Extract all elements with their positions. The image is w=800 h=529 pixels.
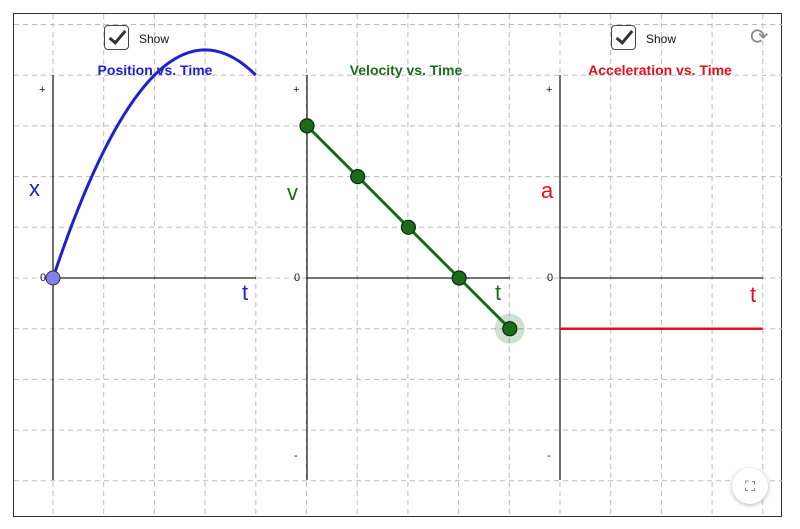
velocity-point[interactable]: [299, 118, 315, 134]
show-acceleration-checkbox[interactable]: [611, 25, 636, 50]
plus-tick: +: [546, 84, 553, 96]
velocity-point[interactable]: [350, 169, 366, 185]
position-title: Position vs. Time: [97, 62, 213, 78]
x-axis-label: x: [29, 176, 40, 201]
fullscreen-icon[interactable]: ⛶: [732, 468, 768, 504]
reset-icon[interactable]: ⟳: [750, 24, 769, 49]
position-curve: [51, 48, 257, 279]
applet-frame: [13, 13, 782, 517]
velocity-point[interactable]: [451, 270, 467, 286]
t-axis-label: t: [750, 282, 757, 307]
velocity-point[interactable]: [502, 321, 518, 337]
a-axis-label: a: [541, 178, 554, 203]
zero-tick: 0: [547, 272, 554, 284]
v-axis-label: v: [287, 180, 298, 205]
minus-tick: -: [294, 450, 298, 462]
plus-tick: +: [293, 84, 300, 96]
acceleration-title: Acceleration vs. Time: [588, 62, 732, 78]
t-axis-label: t: [242, 280, 249, 305]
show-label: Show: [646, 32, 677, 46]
zero-tick: 0: [294, 272, 301, 284]
plus-tick: +: [39, 84, 46, 96]
velocity-point[interactable]: [400, 219, 416, 235]
t-axis-label: t: [495, 280, 502, 305]
show-label: Show: [139, 32, 170, 46]
zero-tick: 0: [40, 272, 47, 284]
velocity-title: Velocity vs. Time: [349, 62, 463, 78]
show-position-checkbox[interactable]: [104, 25, 129, 50]
minus-tick: -: [547, 450, 551, 462]
position-point[interactable]: [45, 270, 61, 286]
